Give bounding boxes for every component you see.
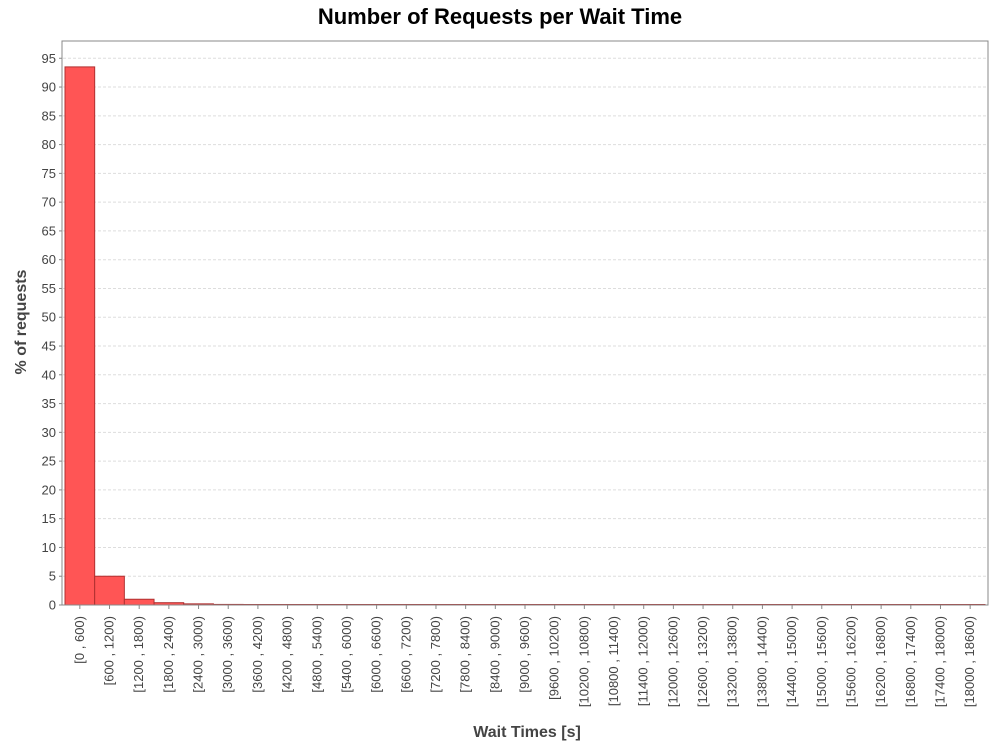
bar — [64, 66, 96, 606]
y-tick-label: 55 — [42, 281, 56, 296]
x-tick-label: [1800 , 2400) — [161, 616, 176, 693]
x-tick-label: [9600 , 10200) — [547, 616, 562, 700]
y-tick-label: 45 — [42, 339, 56, 354]
x-tick-label: [13200 , 13800) — [725, 616, 740, 707]
y-tick-label: 15 — [42, 511, 56, 526]
x-tick-label: [18000 , 18600) — [962, 616, 977, 707]
x-tick-label: [15600 , 16200) — [843, 616, 858, 707]
x-tick-label: [4800 , 5400) — [309, 616, 324, 693]
y-tick-label: 75 — [42, 166, 56, 181]
x-tick-label: [9000 , 9600) — [517, 616, 532, 693]
x-tick-label: [12600 , 13200) — [695, 616, 710, 707]
x-tick-label: [8400 , 9000) — [487, 616, 502, 693]
y-tick-label: 90 — [42, 80, 56, 95]
x-axis-label: Wait Times [s] — [473, 724, 581, 741]
x-tick-label: [6000 , 6600) — [369, 616, 384, 693]
x-tick-label: [600 , 1200) — [102, 616, 117, 685]
plot-frame — [61, 40, 989, 606]
x-tick-label: [5400 , 6000) — [339, 616, 354, 693]
x-tick-label: [10800 , 11400) — [606, 616, 621, 706]
y-tick-label: 65 — [42, 223, 56, 238]
y-tick-label: 95 — [42, 51, 56, 66]
y-tick-label: 20 — [42, 482, 56, 497]
x-tick-label: [17400 , 18000) — [932, 616, 947, 707]
x-tick-label: [7200 , 7800) — [428, 616, 443, 693]
x-tick-label: [14400 , 15000) — [784, 616, 799, 707]
y-tick-label: 80 — [42, 137, 56, 152]
y-tick-label: 30 — [42, 425, 56, 440]
x-tick-label: [4200 , 4800) — [280, 616, 295, 693]
y-tick-label: 5 — [49, 569, 56, 584]
y-tick-label: 25 — [42, 454, 56, 469]
y-tick-label: 40 — [42, 367, 56, 382]
chart-title: Number of Requests per Wait Time — [317, 4, 683, 29]
y-tick-label: 70 — [42, 195, 56, 210]
bar — [123, 598, 155, 606]
x-tick-label: [10200 , 10800) — [576, 616, 591, 707]
x-tick-label: [0 , 600) — [72, 616, 87, 664]
x-tick-label: [3600 , 4200) — [250, 616, 265, 693]
y-tick-label: 0 — [49, 598, 56, 613]
bar — [94, 575, 125, 606]
x-tick-label: [3000 , 3600) — [220, 616, 235, 693]
y-tick-label: 10 — [42, 540, 56, 555]
x-tick-label: [16200 , 16800) — [873, 616, 888, 707]
x-tick-label: [2400 , 3000) — [191, 616, 206, 693]
y-tick-label: 85 — [42, 108, 56, 123]
y-tick-label: 35 — [42, 396, 56, 411]
x-tick-label: [11400 , 12000) — [636, 616, 651, 706]
x-tick-label: [12000 , 12600) — [665, 616, 680, 707]
y-tick-label: 50 — [42, 310, 56, 325]
x-tick-label: [13800 , 14400) — [754, 616, 769, 707]
y-tick-label: 60 — [42, 252, 56, 267]
x-tick-label: [16800 , 17400) — [903, 616, 918, 707]
x-tick-label: [6600 , 7200) — [398, 616, 413, 693]
x-tick-label: [15000 , 15600) — [814, 616, 829, 707]
x-tick-label: [7800 , 8400) — [458, 616, 473, 693]
x-tick-label: [1200 , 1800) — [131, 616, 146, 693]
